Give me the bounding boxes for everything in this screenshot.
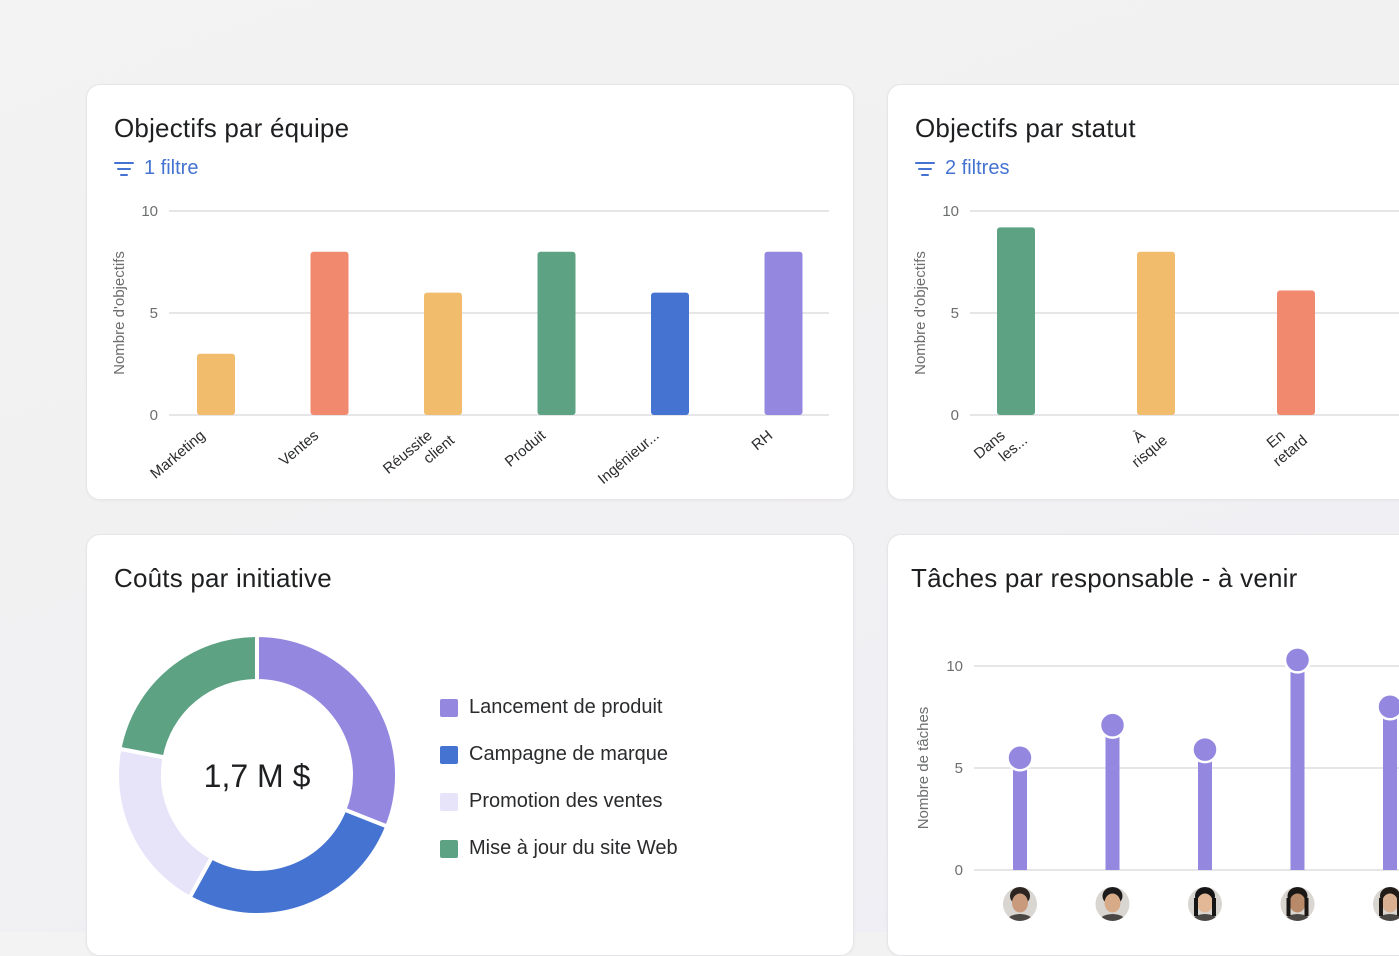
- y-axis-label: Nombre d'objectifs: [111, 251, 128, 375]
- bar: [1013, 758, 1027, 870]
- bar-marker: [1193, 737, 1218, 762]
- legend-item: Mise à jour du site Web: [440, 837, 678, 860]
- y-axis-label: Nombre d'objectifs: [912, 251, 929, 375]
- bar: [1277, 291, 1315, 415]
- bar-marker: [1008, 745, 1033, 770]
- bar: [197, 354, 235, 415]
- y-tick-label: 0: [150, 407, 158, 424]
- legend-item: Promotion des ventes: [440, 790, 662, 813]
- bar: [538, 252, 576, 415]
- x-tick-label: Enretard: [1258, 418, 1311, 470]
- legend-swatch: [440, 699, 458, 717]
- avatar-woman-long-hair-icon: [1187, 886, 1223, 934]
- y-tick-label: 5: [951, 305, 959, 322]
- avatar-woman-partial-icon: [1372, 886, 1399, 934]
- avatar-man-smiling-icon: [1002, 886, 1038, 934]
- legend-item: Lancement de produit: [440, 696, 662, 719]
- y-tick-label: 10: [942, 203, 959, 220]
- x-tick-label: Dansles...: [971, 418, 1031, 476]
- avatar-woman-dark-hair-icon: [1280, 886, 1316, 934]
- y-tick-label: 10: [946, 658, 963, 675]
- tasks-lollipop-chart: 0 5 10 Nombre de tâches: [888, 535, 1399, 955]
- legend-label: Campagne de marque: [469, 743, 668, 766]
- x-tick-label: Marketing: [147, 427, 208, 482]
- card-costs-by-initiative[interactable]: Coûts par initiative 1,7 M $ Lancement d…: [86, 534, 854, 956]
- legend-item: Campagne de marque: [440, 743, 668, 766]
- bar: [424, 293, 462, 415]
- filter-button[interactable]: 2 filtres: [915, 157, 1009, 180]
- card-title: Objectifs par équipe: [114, 113, 349, 144]
- donut-center-value: 1,7 M $: [204, 758, 311, 794]
- donut-slice: [119, 635, 257, 757]
- filter-icon: [915, 161, 935, 177]
- x-tick-label: Ventes: [276, 427, 322, 470]
- bar: [765, 252, 803, 415]
- donut-slice: [117, 749, 212, 898]
- bar-marker: [1100, 713, 1125, 738]
- bar-marker: [1378, 694, 1399, 719]
- team-bar-chart: 0 5 10 Nombre d'objectifs Marketing Ventes Réu…: [87, 85, 853, 499]
- filter-label: 1 filtre: [144, 157, 198, 180]
- bar: [1198, 750, 1212, 870]
- bar: [1383, 707, 1397, 870]
- filter-button[interactable]: 1 filtre: [114, 157, 198, 180]
- donut-slice: [257, 635, 397, 827]
- filter-label: 2 filtres: [945, 157, 1009, 180]
- bar: [311, 252, 349, 415]
- legend-swatch: [440, 746, 458, 764]
- bar: [1291, 660, 1305, 870]
- card-title: Coûts par initiative: [114, 563, 332, 594]
- x-tick-label: RH: [749, 427, 777, 454]
- card-title: Objectifs par statut: [915, 113, 1136, 144]
- filter-icon: [114, 161, 134, 177]
- avatar-man-glasses-icon: [1095, 886, 1131, 934]
- card-objectives-by-team[interactable]: Objectifs par équipe 1 filtre 0 5 10 Nombre…: [86, 84, 854, 500]
- x-tick-label: Réussiteclient: [380, 418, 459, 492]
- legend-label: Mise à jour du site Web: [469, 837, 678, 860]
- bar-marker: [1285, 647, 1310, 672]
- legend-swatch: [440, 793, 458, 811]
- y-tick-label: 10: [141, 203, 158, 220]
- y-tick-label: 5: [150, 305, 158, 322]
- y-tick-label: 0: [951, 407, 959, 424]
- y-tick-label: 5: [955, 760, 963, 777]
- bar: [1106, 725, 1120, 870]
- legend-label: Promotion des ventes: [469, 790, 662, 813]
- legend-label: Lancement de produit: [469, 696, 662, 719]
- bar: [1137, 252, 1175, 415]
- donut-slice: [190, 810, 388, 915]
- bar: [651, 293, 689, 415]
- card-objectives-by-status[interactable]: Objectifs par statut 2 filtres 0 5 10 Nombr…: [887, 84, 1399, 500]
- x-tick-label: Produit: [502, 427, 550, 471]
- x-tick-label: Ingénieur...: [595, 427, 663, 488]
- legend-swatch: [440, 840, 458, 858]
- y-tick-label: 0: [955, 862, 963, 879]
- costs-donut-chart: 1,7 M $: [97, 615, 417, 935]
- bar: [997, 227, 1035, 415]
- y-axis-label: Nombre de tâches: [915, 707, 932, 830]
- status-bar-chart: 0 5 10 Nombre d'objectifs Dansles... Àrisque E…: [888, 85, 1399, 499]
- x-tick-label: Àrisque: [1117, 418, 1171, 471]
